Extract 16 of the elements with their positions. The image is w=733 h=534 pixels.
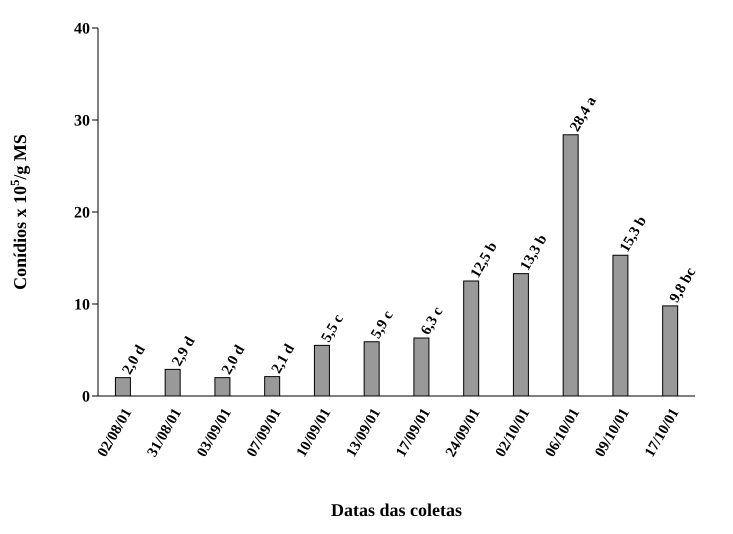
data-label: 5,5 c: [318, 312, 348, 346]
y-tick-label: 10: [74, 296, 90, 314]
x-axis-title: Datas das coletas: [331, 500, 462, 520]
y-tick-label: 0: [82, 388, 90, 406]
data-label: 2,0 d: [218, 342, 249, 378]
data-label: 13,3 b: [517, 232, 551, 274]
y-tick-label: 20: [74, 204, 90, 222]
y-tick-label: 40: [74, 20, 90, 38]
data-label: 15,3 b: [616, 214, 650, 255]
data-label: 2,9 d: [169, 334, 199, 370]
data-label: 5,9 c: [368, 308, 397, 342]
data-label: 9,8 bc: [666, 264, 700, 306]
data-label: 2,0 d: [119, 342, 150, 378]
data-label: 6,3 c: [418, 304, 447, 338]
y-tick-label: 30: [74, 112, 90, 130]
data-label: 2,1 d: [268, 341, 298, 376]
